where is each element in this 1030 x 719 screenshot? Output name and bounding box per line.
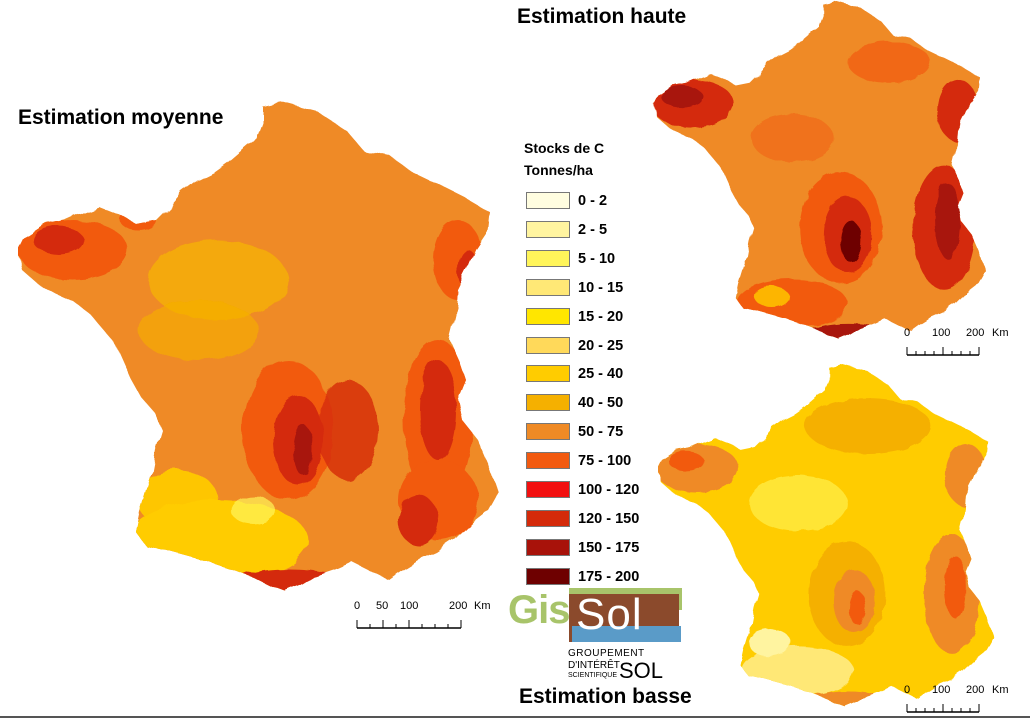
legend-swatch [526, 510, 570, 527]
scale-bar-graphic [356, 620, 462, 629]
scale-unit: Km [992, 684, 1009, 696]
legend-swatch [526, 279, 570, 296]
legend-rows: 0 - 2 2 - 5 5 - 10 10 - 15 15 - 20 20 - 25 25 … [524, 191, 684, 591]
legend-label: 175 - 200 [578, 569, 640, 585]
scale-tick-label: 0 [904, 327, 911, 339]
title-estimation-basse: Estimation basse [519, 685, 692, 708]
scale-unit: Km [992, 327, 1009, 339]
legend-swatch [526, 192, 570, 209]
legend-swatch [526, 365, 570, 382]
legend-swatch [526, 250, 570, 267]
scale-unit: Km [474, 600, 491, 612]
logo-line-sol: SOL [619, 658, 664, 683]
legend-swatch [526, 308, 570, 325]
scale-bar-basse: 0 100 200 Km [904, 684, 1024, 716]
scale-bar-haute: 0 100 200 Km [904, 327, 1024, 359]
legend-label: 20 - 25 [578, 338, 624, 354]
legend-swatch [526, 221, 570, 238]
legend-swatch [526, 539, 570, 556]
legend-label: 5 - 10 [578, 251, 616, 267]
bottom-border-line [0, 716, 1030, 718]
scale-tick-label: 100 [400, 600, 419, 612]
scale-tick-label: 100 [932, 327, 951, 339]
scale-tick-label: 200 [966, 327, 985, 339]
gissol-logo: Gis Sol GROUPEMENT D'INTÉRÊT SCIENTIFIQU… [506, 588, 686, 684]
legend-label: 50 - 75 [578, 424, 624, 440]
legend-label: 10 - 15 [578, 280, 624, 296]
legend: Stocks de C Tonnes/ha 0 - 2 2 - 5 5 - 10 10… [524, 138, 684, 585]
map-estimation-basse [658, 364, 994, 708]
legend-label: 15 - 20 [578, 309, 624, 325]
logo-line-scientifique: SCIENTIFIQUE [568, 672, 618, 679]
logo-sol-text: Sol [576, 590, 643, 639]
legend-label: 25 - 40 [578, 366, 624, 382]
legend-swatch [526, 481, 570, 498]
legend-label: 75 - 100 [578, 453, 632, 469]
scale-tick-label: 0 [354, 600, 361, 612]
legend-swatch [526, 423, 570, 440]
legend-label: 40 - 50 [578, 395, 624, 411]
legend-swatch [526, 337, 570, 354]
scale-tick-label: 200 [966, 684, 985, 696]
title-estimation-haute: Estimation haute [517, 5, 687, 28]
legend-swatch [526, 394, 570, 411]
scale-bar-graphic [906, 347, 980, 356]
scale-tick-label: 0 [904, 684, 911, 696]
scale-bar-graphic [906, 704, 980, 713]
legend-title: Stocks de C [524, 140, 605, 156]
logo-gis-text: Gis [508, 588, 570, 632]
legend-label: 120 - 150 [578, 511, 640, 527]
scale-bar-moyenne: 0 50 100 200 Km [354, 600, 504, 632]
scale-tick-label: 200 [449, 600, 468, 612]
legend-label: 150 - 175 [578, 540, 640, 556]
legend-label: 2 - 5 [578, 222, 608, 238]
legend-label: 100 - 120 [578, 482, 640, 498]
scale-tick-label: 100 [932, 684, 951, 696]
legend-swatch [526, 452, 570, 469]
logo-line-groupement: GROUPEMENT [568, 648, 645, 659]
map-estimation-moyenne [18, 102, 498, 592]
scale-tick-label: 50 [376, 600, 389, 612]
map-estimation-haute [654, 1, 986, 340]
logo-line-interet: D'INTÉRÊT [568, 660, 620, 671]
legend-swatch [526, 568, 570, 585]
legend-label: 0 - 2 [578, 193, 608, 209]
logo-blue-block [572, 626, 681, 642]
legend-unit: Tonnes/ha [524, 162, 593, 178]
title-estimation-moyenne: Estimation moyenne [18, 106, 224, 129]
